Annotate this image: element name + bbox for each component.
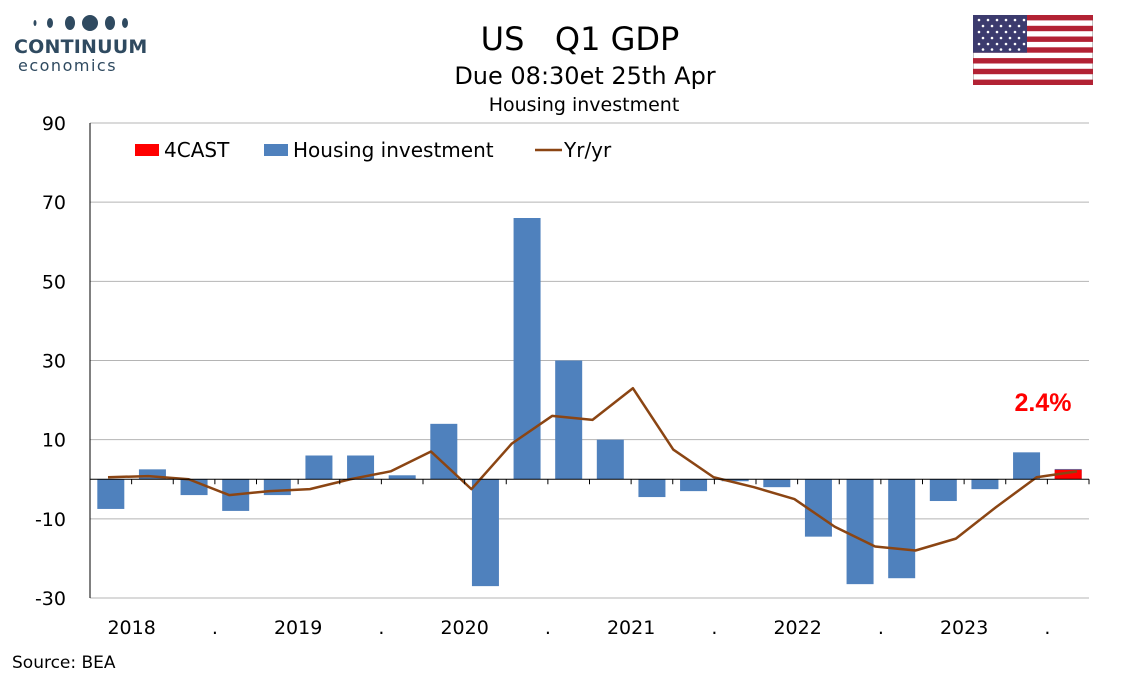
bar: [305, 455, 333, 480]
us-flag-icon: [973, 15, 1093, 85]
bar: [888, 479, 916, 579]
x-tick-label: 2019: [274, 617, 322, 639]
bar: [846, 479, 874, 585]
x-tick-label: 2023: [940, 617, 988, 639]
chart-annotations: 2.4%: [1015, 389, 1072, 417]
chart-grid: [90, 122, 1089, 599]
bar: [138, 469, 166, 480]
legend-swatch-housing: [264, 144, 288, 156]
logo-name: CONTINUUM: [14, 36, 148, 58]
chart-legend: 4CAST Housing investment Yr/yr: [135, 138, 612, 162]
y-tick-label: 10: [42, 430, 66, 452]
legend-label-housing: Housing investment: [293, 138, 494, 162]
x-tick-label: .: [212, 617, 218, 639]
bar: [555, 360, 583, 480]
bar: [763, 479, 791, 488]
forecast-callout: 2.4%: [1015, 389, 1072, 417]
bar: [430, 423, 458, 480]
x-tick-label: .: [378, 617, 384, 639]
source-note: Source: BEA: [12, 653, 116, 673]
yr-yr-line: [107, 386, 1078, 552]
chart-subtitle: Due 08:30et 25th Apr: [454, 62, 716, 90]
forecast-bar: [1054, 469, 1082, 480]
legend-label-yr-yr: Yr/yr: [563, 138, 612, 162]
chart-axes: -30 -10 10 30 50 70 90 2018. 2019. 2020. 2021. 2022…: [35, 113, 1090, 639]
bar: [347, 455, 375, 480]
bar: [388, 475, 416, 480]
bar: [97, 479, 125, 509]
bar: [680, 479, 708, 492]
chart-subtitle-secondary: Housing investment: [488, 94, 680, 116]
y-tick-label: -10: [35, 509, 66, 531]
x-tick-label: 2022: [773, 617, 821, 639]
y-tick-label: 50: [42, 271, 66, 293]
x-tick-label: .: [1044, 617, 1050, 639]
x-tick-label: .: [711, 617, 717, 639]
bar: [471, 479, 499, 587]
x-tick-label: .: [545, 617, 551, 639]
bar: [596, 439, 624, 480]
x-tick-label: 2021: [607, 617, 655, 639]
y-tick-label: 30: [42, 351, 66, 373]
chart-title: US Q1 GDP: [480, 20, 680, 58]
y-tick-label: 70: [42, 192, 66, 214]
bar: [721, 479, 749, 482]
legend-label-4cast: 4CAST: [164, 138, 230, 162]
x-tick-label: .: [878, 617, 884, 639]
bar: [1013, 452, 1041, 480]
bar: [971, 479, 999, 490]
y-tick-label: -30: [35, 588, 66, 610]
bar: [513, 218, 541, 480]
line-series: [107, 386, 1078, 552]
bar: [263, 479, 291, 496]
bar: [638, 479, 666, 498]
x-tick-label: 2018: [107, 617, 155, 639]
x-tick-label: 2020: [440, 617, 488, 639]
continuum-logo: CONTINUUM economics: [14, 14, 147, 75]
bar-series: [97, 218, 1082, 587]
legend-swatch-4cast: [135, 144, 159, 156]
bar: [929, 479, 957, 502]
logo-subtitle: economics: [18, 56, 118, 75]
logo-dots-icon: [33, 15, 128, 31]
y-tick-label: 90: [42, 113, 66, 135]
